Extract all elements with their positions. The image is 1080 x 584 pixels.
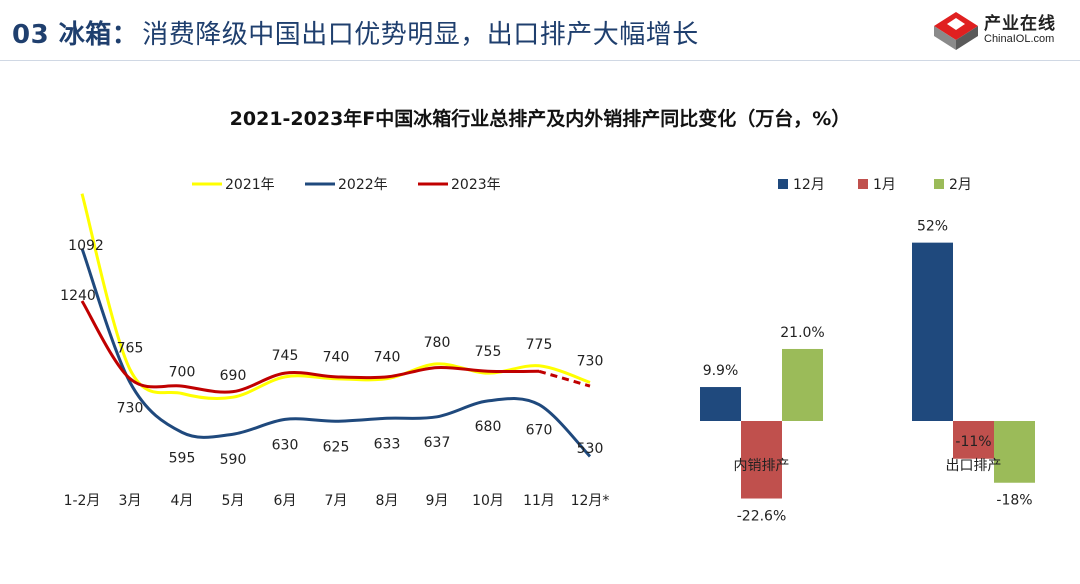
bar [782,348,823,421]
x-tick-label: 10月 [472,493,504,509]
data-label: 730 [577,353,604,369]
x-tick-label: 1-2月 [64,493,101,509]
data-label: 590 [220,452,247,468]
chart-title: 2021-2023年F中国冰箱行业总排产及内外销排产同比变化（万台，%） [229,108,851,130]
legend-swatch [858,179,868,189]
legend-swatch [934,179,944,189]
bar-data-label: 52% [917,219,948,235]
bar [700,387,741,421]
series-line [80,193,591,400]
header-divider [0,60,1080,61]
legend-label: 2022年 [338,177,388,193]
legend-swatch [778,179,788,189]
legend-label: 1月 [873,177,896,193]
bar-data-label: -18% [996,493,1032,509]
x-tick-label: 7月 [325,493,348,509]
data-label: 637 [424,435,451,451]
bar [741,421,782,499]
data-label: 700 [169,365,196,381]
data-label: 730 [117,400,144,416]
data-label: 780 [424,335,451,351]
data-label: 1092 [68,238,104,254]
series-line [80,247,592,458]
data-label: 745 [272,348,299,364]
series-line-forecast [538,369,591,388]
data-label: 630 [272,437,299,453]
legend-label: 2023年 [451,177,501,193]
bar-data-label: -11% [955,434,991,450]
data-label: 595 [169,450,196,466]
bar [953,421,994,459]
x-tick-label: 11月 [523,493,555,509]
x-tick-label: 3月 [119,493,142,509]
bar-data-label: -22.6% [737,509,787,525]
data-label: 625 [323,439,350,455]
page-title: 03 冰箱： 消费降级中国出口优势明显，出口排产大幅增长 [12,14,699,51]
legend-label: 12月 [793,177,825,193]
legend-label: 2月 [949,177,972,193]
data-label: 530 [577,441,604,457]
logo-cube-icon [934,12,978,50]
x-tick-label: 8月 [376,493,399,509]
data-label: 740 [323,350,350,366]
brand-logo: 产业在线 ChinaIOL.com [930,8,1076,52]
data-label: 765 [117,340,144,356]
data-label: 690 [220,368,247,384]
bar [912,242,953,421]
x-tick-label: 6月 [274,493,297,509]
bar [994,421,1035,483]
x-tick-label: 9月 [426,493,449,509]
bar-data-label: 9.9% [703,363,739,379]
x-tick-label: 12月* [571,493,610,509]
data-label: 680 [475,419,502,435]
data-label: 670 [526,423,553,439]
data-label: 740 [374,350,401,366]
series-line [80,300,540,394]
logo-text-cn: 产业在线 [984,14,1056,34]
x-tick-label: 5月 [222,493,245,509]
bar-data-label: 21.0% [780,325,824,341]
x-category-label: 内销排产 [734,458,790,474]
page-title-text: 消费降级中国出口优势明显，出口排产大幅增长 [142,20,699,50]
x-category-label: 出口排产 [946,458,1002,474]
data-label: 775 [526,337,553,353]
legend-label: 2021年 [225,177,275,193]
data-label: 1240 [60,288,96,304]
data-label: 633 [374,436,401,452]
data-label: 755 [475,344,502,360]
x-tick-label: 4月 [171,493,194,509]
page-title-prefix: 03 冰箱： [12,20,139,50]
logo-text-en: ChinaIOL.com [984,33,1055,45]
